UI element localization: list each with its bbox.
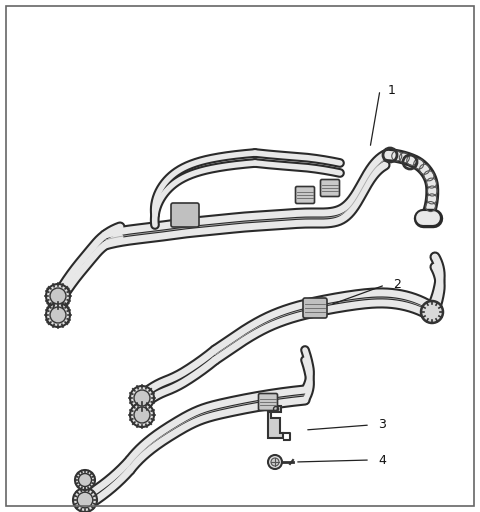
Text: 2: 2 — [393, 279, 401, 291]
FancyBboxPatch shape — [259, 394, 277, 411]
Text: 1: 1 — [388, 83, 396, 96]
Text: 4: 4 — [378, 454, 386, 466]
Text: 3: 3 — [378, 418, 386, 432]
Polygon shape — [268, 412, 283, 438]
Circle shape — [130, 386, 154, 410]
FancyBboxPatch shape — [47, 307, 69, 323]
Circle shape — [134, 390, 150, 406]
Circle shape — [75, 470, 95, 490]
FancyBboxPatch shape — [296, 186, 314, 203]
Polygon shape — [270, 406, 281, 412]
Circle shape — [130, 403, 154, 427]
Circle shape — [79, 474, 92, 486]
Circle shape — [77, 492, 93, 508]
FancyBboxPatch shape — [303, 298, 327, 318]
Circle shape — [46, 284, 70, 308]
FancyBboxPatch shape — [171, 203, 199, 227]
Circle shape — [271, 458, 279, 466]
FancyBboxPatch shape — [47, 288, 69, 304]
Circle shape — [421, 301, 443, 323]
Circle shape — [73, 488, 97, 512]
Circle shape — [50, 288, 66, 304]
Circle shape — [268, 455, 282, 469]
Circle shape — [134, 407, 150, 423]
FancyBboxPatch shape — [321, 180, 339, 197]
Circle shape — [46, 303, 70, 327]
Circle shape — [50, 307, 66, 323]
